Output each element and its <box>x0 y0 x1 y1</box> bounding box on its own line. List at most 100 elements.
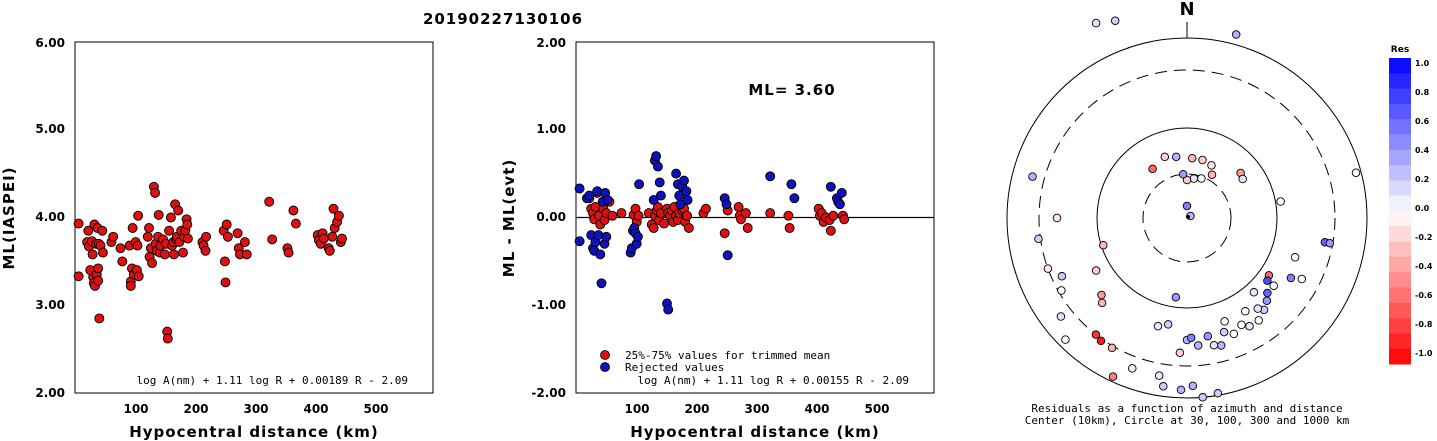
data-point <box>267 234 278 245</box>
legend-accepted-marker <box>600 350 610 360</box>
circle-30km <box>1142 173 1232 263</box>
data-point <box>232 228 243 239</box>
rejected-point <box>596 278 607 289</box>
colorbar-tick: 0.6 <box>1415 117 1430 126</box>
station-marker <box>1203 331 1213 341</box>
data-point <box>97 247 108 258</box>
mid-points <box>574 151 850 315</box>
colorbar-tick: 0.2 <box>1415 175 1429 184</box>
legend-rejected-marker <box>600 362 610 372</box>
station-marker <box>1262 296 1272 305</box>
y-tick-4.00: 4.00 <box>35 210 65 224</box>
station-marker <box>1108 372 1118 381</box>
station-marker <box>1182 175 1192 185</box>
colorbar-cell <box>1389 103 1411 120</box>
station-marker <box>1207 161 1216 170</box>
colorbar-title: Res <box>1391 45 1409 55</box>
y-tick--1.00: -1.00 <box>531 298 566 312</box>
data-point <box>94 313 105 324</box>
data-point <box>115 243 126 254</box>
rejected-point <box>574 183 585 194</box>
polar-points <box>1028 16 1361 402</box>
accepted-point <box>683 223 694 233</box>
data-point <box>133 271 144 282</box>
rejected-point <box>825 181 836 192</box>
station-marker <box>1197 174 1206 183</box>
station-marker <box>1249 288 1259 297</box>
station-marker <box>1297 274 1307 284</box>
rejected-point <box>679 175 689 186</box>
data-point <box>83 225 94 236</box>
station-marker <box>1043 264 1053 273</box>
data-point <box>117 256 128 267</box>
station-marker <box>1198 155 1207 165</box>
station-marker <box>1351 168 1361 177</box>
rejected-point <box>574 236 585 247</box>
rejected-point <box>601 231 612 242</box>
accepted-point <box>700 203 711 214</box>
ml-value: ML= 3.60 <box>748 81 835 99</box>
data-point <box>264 196 275 207</box>
colorbar-tick: -0.8 <box>1415 320 1433 329</box>
rejected-point <box>663 304 674 315</box>
data-point <box>328 203 339 214</box>
data-point <box>200 245 211 256</box>
station-marker <box>1189 174 1199 183</box>
colorbar-cell <box>1389 287 1411 304</box>
rejected-point <box>651 151 662 162</box>
rejected-point <box>634 179 645 190</box>
station-marker <box>1209 340 1219 350</box>
station-marker <box>1198 393 1207 402</box>
station-marker <box>1263 288 1272 298</box>
x-tick-500: 500 <box>363 402 388 416</box>
colorbar-tick: -0.4 <box>1415 262 1433 271</box>
station-marker <box>1099 240 1108 250</box>
azimuth-plot: N Residuals as a function of azimuth and… <box>1006 0 1368 427</box>
x-tick-500: 500 <box>864 402 889 416</box>
station-marker <box>1220 317 1229 326</box>
x-tick-100: 100 <box>624 402 649 416</box>
rejected-point <box>595 249 606 260</box>
rejected-point <box>682 195 693 205</box>
data-point <box>159 249 170 260</box>
data-point <box>108 231 119 242</box>
data-point <box>220 277 231 288</box>
station-marker <box>1091 330 1101 339</box>
colorbar-cell <box>1389 119 1411 135</box>
station-marker <box>1096 336 1106 346</box>
circle-300km <box>1038 69 1336 367</box>
data-point <box>290 218 301 229</box>
colorbar-cell <box>1389 73 1411 90</box>
colorbar-cell <box>1389 333 1411 350</box>
accepted-point <box>616 208 627 219</box>
magnitude-plot: 6.00 5.00 4.00 3.00 2.00 100 200 300 400… <box>0 36 434 441</box>
y-tick-2.00: 2.00 <box>35 386 65 400</box>
residual-plot: 2.00 1.00 0.00 -1.00 -2.00 100 200 300 4… <box>500 36 935 441</box>
rejected-point <box>592 186 603 197</box>
station-marker <box>1253 304 1263 313</box>
station-marker <box>1237 320 1246 330</box>
legend-accepted-label: 25%-75% values for trimmed mean <box>625 349 830 362</box>
data-point <box>87 249 98 260</box>
station-marker <box>1057 272 1067 281</box>
station-marker <box>1128 364 1137 373</box>
formula: log A(nm) + 1.11 log R + 0.00155 R - 2.0… <box>637 374 909 387</box>
accepted-point <box>783 210 794 221</box>
data-point <box>97 225 108 236</box>
station-marker <box>1216 341 1226 350</box>
x-axis-label: Hypocentral distance (km) <box>630 423 880 441</box>
station-marker <box>1207 170 1217 179</box>
data-point <box>93 263 104 274</box>
x-tick-300: 300 <box>744 402 769 416</box>
y-tick-0.00: 0.00 <box>536 210 566 224</box>
plot-frame <box>74 41 434 394</box>
colorbar-tick: 1.0 <box>1415 59 1430 68</box>
colorbar-cell <box>1389 88 1411 105</box>
rejected-point <box>675 199 686 210</box>
polar-caption-line2: Center (10km), Circle at 30, 100, 300 an… <box>1025 414 1350 427</box>
station-marker <box>1061 335 1070 344</box>
accepted-point <box>765 208 776 219</box>
data-point <box>125 280 136 291</box>
x-tick-100: 100 <box>123 402 148 416</box>
